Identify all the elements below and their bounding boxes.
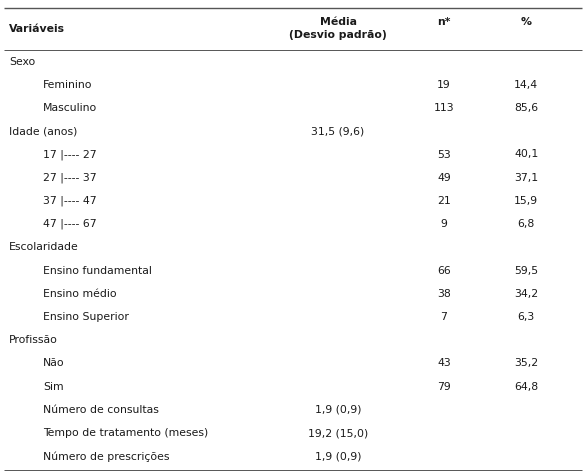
Text: 15,9: 15,9 [514, 196, 539, 206]
Text: Número de prescrições: Número de prescrições [43, 451, 170, 462]
Text: 14,4: 14,4 [514, 80, 539, 90]
Text: Variáveis: Variáveis [9, 23, 65, 33]
Text: 37 |---- 47: 37 |---- 47 [43, 196, 97, 206]
Text: %: % [521, 17, 532, 27]
Text: 113: 113 [433, 103, 455, 113]
Text: Escolaridade: Escolaridade [9, 242, 79, 252]
Text: 21: 21 [437, 196, 451, 206]
Text: 66: 66 [437, 266, 451, 276]
Text: 6,8: 6,8 [517, 219, 535, 229]
Text: 43: 43 [437, 358, 451, 368]
Text: Sim: Sim [43, 382, 64, 392]
Text: Idade (anos): Idade (anos) [9, 126, 78, 136]
Text: 47 |---- 67: 47 |---- 67 [43, 219, 97, 229]
Text: Feminino: Feminino [43, 80, 93, 90]
Text: 49: 49 [437, 173, 451, 183]
Text: 19,2 (15,0): 19,2 (15,0) [308, 428, 368, 438]
Text: 7: 7 [440, 312, 447, 322]
Text: 17 |---- 27: 17 |---- 27 [43, 149, 97, 160]
Text: Tempo de tratamento (meses): Tempo de tratamento (meses) [43, 428, 208, 438]
Text: Sexo: Sexo [9, 57, 35, 67]
Text: Profissão: Profissão [9, 335, 58, 345]
Text: 35,2: 35,2 [514, 358, 539, 368]
Text: 64,8: 64,8 [514, 382, 539, 392]
Text: 1,9 (0,9): 1,9 (0,9) [315, 405, 362, 415]
Text: n*: n* [437, 17, 450, 27]
Text: 27 |---- 37: 27 |---- 37 [43, 172, 97, 183]
Text: 53: 53 [437, 149, 451, 159]
Text: 79: 79 [437, 382, 451, 392]
Text: Ensino médio: Ensino médio [43, 289, 117, 299]
Text: Ensino fundamental: Ensino fundamental [43, 266, 152, 276]
Text: 9: 9 [440, 219, 447, 229]
Text: Média: Média [320, 17, 356, 27]
Text: 19: 19 [437, 80, 451, 90]
Text: (Desvio padrão): (Desvio padrão) [289, 30, 387, 40]
Text: 1,9 (0,9): 1,9 (0,9) [315, 451, 362, 461]
Text: 38: 38 [437, 289, 451, 299]
Text: Masculino: Masculino [43, 103, 98, 113]
Text: 31,5 (9,6): 31,5 (9,6) [312, 126, 365, 136]
Text: 40,1: 40,1 [514, 149, 539, 159]
Text: 34,2: 34,2 [514, 289, 539, 299]
Text: Não: Não [43, 358, 65, 368]
Text: 6,3: 6,3 [517, 312, 535, 322]
Text: Número de consultas: Número de consultas [43, 405, 159, 415]
Text: 37,1: 37,1 [514, 173, 539, 183]
Text: 85,6: 85,6 [514, 103, 539, 113]
Text: 59,5: 59,5 [514, 266, 539, 276]
Text: Ensino Superior: Ensino Superior [43, 312, 129, 322]
